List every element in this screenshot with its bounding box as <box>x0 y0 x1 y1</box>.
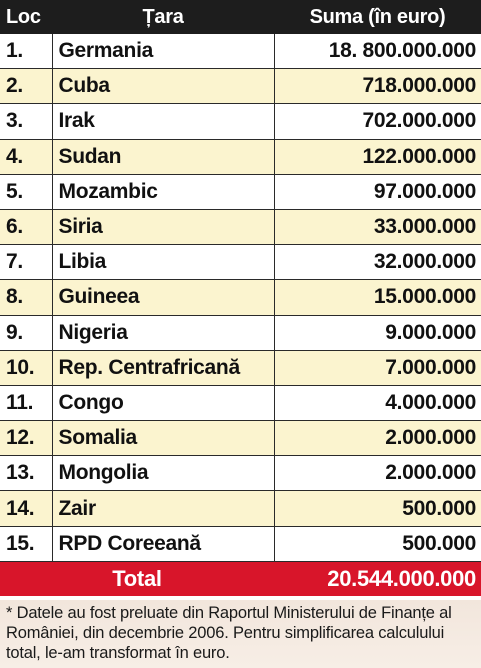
column-header-amount: Suma (în euro) <box>274 0 481 34</box>
table-row: 3. Irak 702.000.000 <box>0 103 481 140</box>
country-cell: Cuba <box>52 68 275 105</box>
amount-cell: 9.000.000 <box>274 315 481 351</box>
total-value: 20.544.000.000 <box>274 561 481 596</box>
country-cell: RPD Coreeană <box>52 526 275 562</box>
country-cell: Somalia <box>52 420 275 457</box>
amount-cell: 2.000.000 <box>274 420 481 457</box>
rank-cell: 15. <box>0 526 53 562</box>
rank-cell: 13. <box>0 455 53 492</box>
total-label: Total <box>0 561 274 596</box>
country-cell: Irak <box>52 103 275 140</box>
amount-cell: 97.000.000 <box>274 174 481 210</box>
country-cell: Mozambic <box>52 174 275 210</box>
column-header-rank: Loc <box>0 0 52 34</box>
rank-cell: 11. <box>0 385 53 422</box>
amount-cell: 32.000.000 <box>274 244 481 281</box>
table-row: 2. Cuba 718.000.000 <box>0 68 481 105</box>
rank-cell: 2. <box>0 68 53 105</box>
table-row: 12. Somalia 2.000.000 <box>0 420 481 457</box>
table-body: 1. Germania 18. 800.000.000 2. Cuba 718.… <box>0 34 481 596</box>
table-row: 8. Guineea 15.000.000 <box>0 279 481 316</box>
rank-cell: 7. <box>0 244 53 281</box>
amount-cell: 2.000.000 <box>274 455 481 492</box>
country-cell: Guineea <box>52 279 275 316</box>
country-cell: Zair <box>52 490 275 527</box>
rank-cell: 5. <box>0 174 53 210</box>
amount-cell: 7.000.000 <box>274 350 481 386</box>
total-row: Total 20.544.000.000 <box>0 561 481 596</box>
footnote: * Datele au fost preluate din Raportul M… <box>0 600 481 668</box>
country-cell: Germania <box>52 34 275 70</box>
table-row: 13. Mongolia 2.000.000 <box>0 455 481 492</box>
table-row: 15. RPD Coreeană 500.000 <box>0 526 481 562</box>
country-cell: Mongolia <box>52 455 275 492</box>
rank-cell: 4. <box>0 139 53 175</box>
table-row: 9. Nigeria 9.000.000 <box>0 315 481 351</box>
amount-cell: 718.000.000 <box>274 68 481 105</box>
rank-cell: 3. <box>0 103 53 140</box>
rank-cell: 14. <box>0 490 53 527</box>
amount-cell: 15.000.000 <box>274 279 481 316</box>
rank-cell: 1. <box>0 34 53 70</box>
column-header-country: Țara <box>52 0 274 34</box>
table-header: Loc Țara Suma (în euro) <box>0 0 481 34</box>
rank-cell: 6. <box>0 209 53 246</box>
rank-cell: 12. <box>0 420 53 457</box>
table-row: 4. Sudan 122.000.000 <box>0 139 481 175</box>
country-cell: Libia <box>52 244 275 281</box>
amount-cell: 500.000 <box>274 526 481 562</box>
amount-cell: 18. 800.000.000 <box>274 34 481 70</box>
table-row: 11. Congo 4.000.000 <box>0 385 481 422</box>
rank-cell: 9. <box>0 315 53 351</box>
header-row: Loc Țara Suma (în euro) <box>0 0 481 34</box>
amount-cell: 122.000.000 <box>274 139 481 175</box>
rank-cell: 8. <box>0 279 53 316</box>
amount-cell: 702.000.000 <box>274 103 481 140</box>
country-cell: Siria <box>52 209 275 246</box>
country-cell: Nigeria <box>52 315 275 351</box>
table-row: 5. Mozambic 97.000.000 <box>0 174 481 210</box>
amount-cell: 500.000 <box>274 490 481 527</box>
table-row: 6. Siria 33.000.000 <box>0 209 481 246</box>
table-row: 1. Germania 18. 800.000.000 <box>0 34 481 70</box>
amount-cell: 4.000.000 <box>274 385 481 422</box>
rank-cell: 10. <box>0 350 53 386</box>
table-row: 14. Zair 500.000 <box>0 490 481 527</box>
debt-table: Loc Țara Suma (în euro) 1. Germania 18. … <box>0 0 481 596</box>
country-cell: Sudan <box>52 139 275 175</box>
table-row: 7. Libia 32.000.000 <box>0 244 481 281</box>
amount-cell: 33.000.000 <box>274 209 481 246</box>
table-row: 10. Rep. Centrafricană 7.000.000 <box>0 350 481 386</box>
country-cell: Rep. Centrafricană <box>52 350 275 386</box>
country-cell: Congo <box>52 385 275 422</box>
